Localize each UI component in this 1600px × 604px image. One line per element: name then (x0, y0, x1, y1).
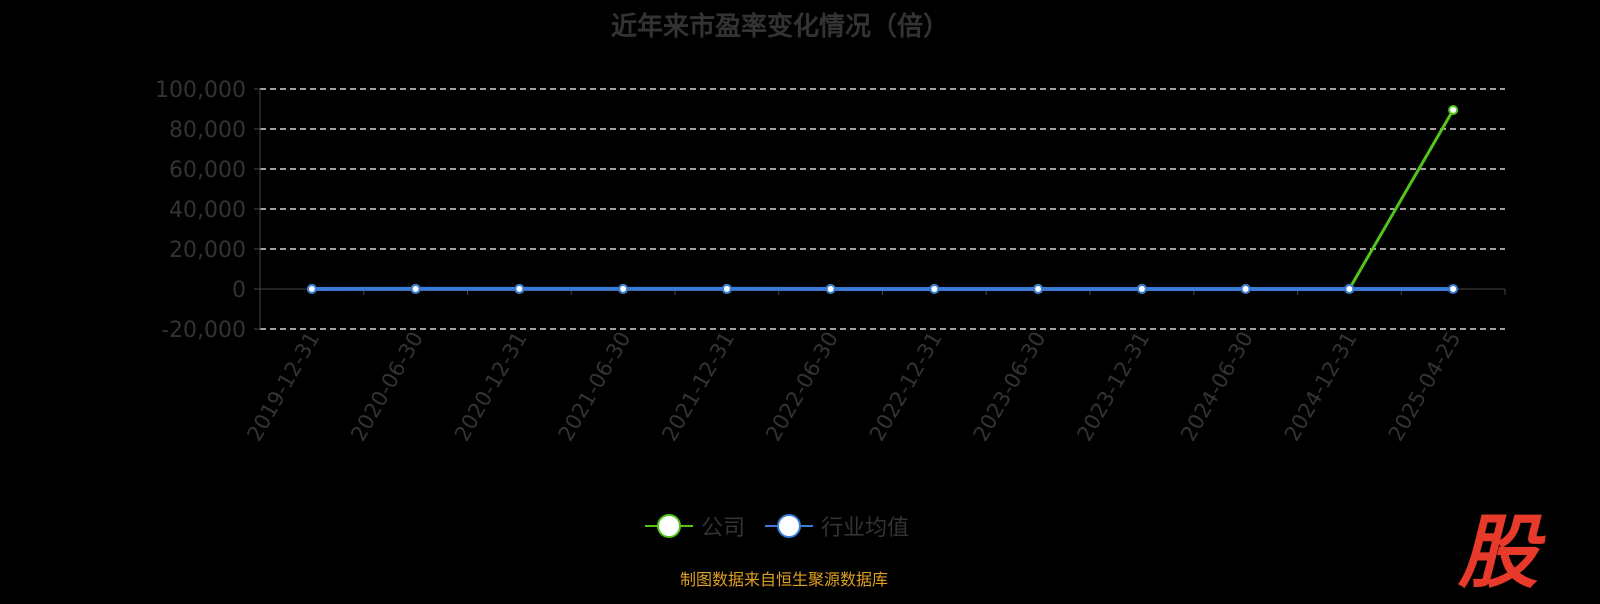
data-point-industry (1449, 285, 1457, 293)
data-point-industry (1138, 285, 1146, 293)
series-line-company (312, 110, 1453, 289)
data-point-industry (619, 285, 627, 293)
x-tick-label: 2023-06-30 (969, 328, 1051, 446)
data-point-industry (308, 285, 316, 293)
x-tick-label: 2022-06-30 (761, 328, 843, 446)
data-point-industry (723, 285, 731, 293)
x-tick-label: 2022-12-31 (865, 328, 947, 446)
x-tick-label: 2025-04-25 (1384, 328, 1466, 446)
legend: 公司 行业均值 (645, 510, 909, 542)
x-tick-label: 2020-12-31 (450, 328, 532, 446)
y-tick-label: 40,000 (169, 198, 246, 223)
y-tick-label: 20,000 (169, 238, 246, 263)
y-tick-label: 80,000 (169, 118, 246, 143)
legend-label-industry: 行业均值 (821, 510, 909, 542)
brand-logo: 股 (1458, 488, 1538, 604)
y-tick-label: -20,000 (161, 318, 246, 343)
y-tick-label: 100,000 (155, 78, 246, 103)
legend-item-company[interactable]: 公司 (645, 510, 745, 542)
legend-label-company: 公司 (701, 510, 745, 542)
data-point-industry (1345, 285, 1353, 293)
x-tick-label: 2024-12-31 (1280, 328, 1362, 446)
data-point-industry (412, 285, 420, 293)
x-tick-label: 2020-06-30 (346, 328, 428, 446)
x-tick-label: 2019-12-31 (242, 328, 324, 446)
data-point-company (1449, 106, 1457, 114)
y-tick-label: 60,000 (169, 158, 246, 183)
legend-marker-company (645, 513, 693, 539)
x-tick-label: 2024-06-30 (1176, 328, 1258, 446)
data-point-industry (930, 285, 938, 293)
legend-marker-industry (765, 513, 813, 539)
data-source: 制图数据来自恒生聚源数据库 (0, 566, 1568, 590)
data-point-industry (1034, 285, 1042, 293)
data-point-industry (827, 285, 835, 293)
data-point-industry (1242, 285, 1250, 293)
legend-item-industry[interactable]: 行业均值 (765, 510, 909, 542)
x-tick-label: 2023-12-31 (1072, 328, 1154, 446)
line-chart: 100,00080,00060,00040,00020,0000-20,0002… (0, 0, 1600, 500)
x-tick-label: 2021-06-30 (554, 328, 636, 446)
x-tick-label: 2021-12-31 (657, 328, 739, 446)
data-point-industry (515, 285, 523, 293)
y-tick-label: 0 (232, 278, 246, 303)
